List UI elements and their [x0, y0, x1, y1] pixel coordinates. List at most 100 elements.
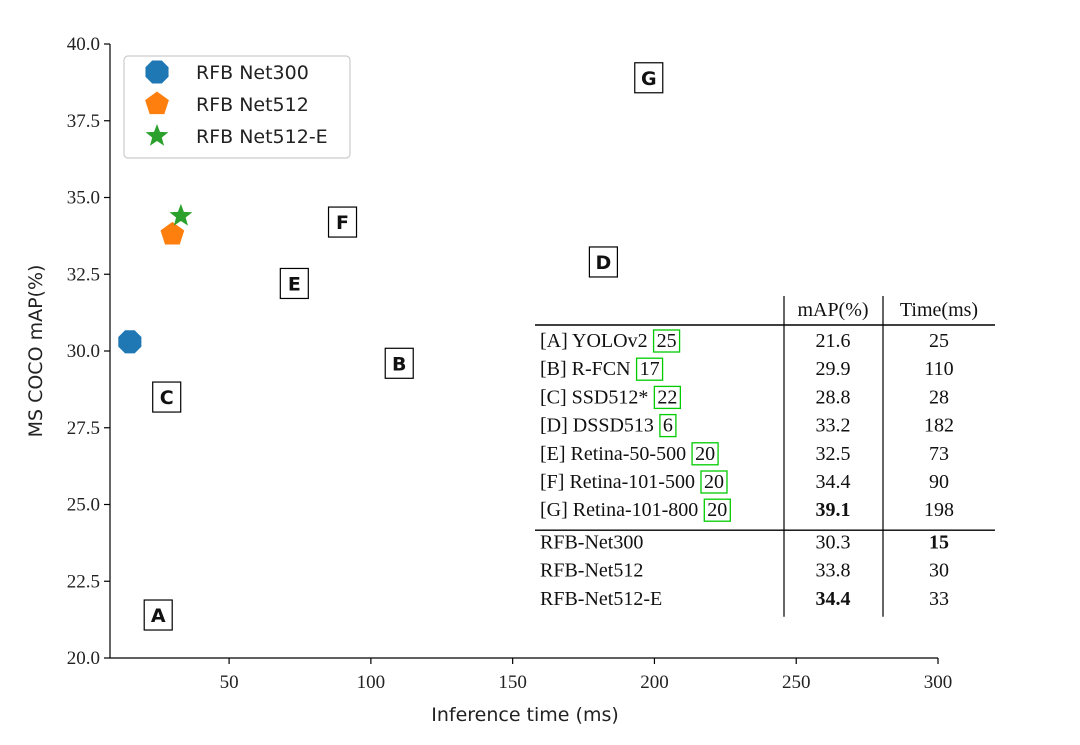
- table-cell-map: 34.4: [816, 588, 851, 610]
- annotation-letter: C: [160, 387, 174, 409]
- y-tick-label: 30.0: [67, 341, 100, 362]
- y-tick-label: 22.5: [67, 571, 100, 592]
- y-tick-label: 35.0: [67, 188, 100, 209]
- x-tick-label: 200: [640, 672, 669, 693]
- table-cell-time: 182: [924, 415, 954, 437]
- table-cell-citation: 22: [657, 386, 677, 408]
- citation-box: [635, 357, 664, 381]
- annotation-f: F: [327, 206, 358, 238]
- table-row: [B] R-FCN 17 29.9 110: [540, 357, 954, 381]
- table-cell-map: 34.4: [816, 471, 851, 493]
- table-cell-time: 33: [929, 588, 949, 610]
- table-row: [G] Retina-101-800 20 39.1 198: [540, 498, 954, 522]
- data-points: [118, 203, 193, 354]
- annotation-a: A: [143, 599, 173, 631]
- y-tick-label: 20.0: [67, 648, 100, 669]
- annotation-b: B: [384, 347, 414, 379]
- annotation-letter: G: [641, 68, 657, 90]
- annotation-c: C: [152, 381, 182, 413]
- y-axis-title: MS COCO mAP(%): [25, 265, 47, 438]
- table-cell-method: RFB-Net512-E: [540, 588, 662, 610]
- table-cell-method: [D] DSSD513: [540, 415, 654, 437]
- table-row: RFB-Net300 30.3 15: [540, 531, 949, 553]
- citation-box: [700, 470, 728, 494]
- table-cell-citation: 25: [657, 330, 677, 352]
- legend-marker-2: [145, 91, 169, 115]
- x-axis-ticks: 50 100 150 200 250 300: [220, 658, 953, 693]
- point-rfb-net512: [160, 221, 185, 245]
- legend: RFB Net300 RFB Net512 RFB Net512-E: [123, 55, 351, 159]
- citation-box: [691, 442, 719, 466]
- x-tick-label: 100: [357, 672, 386, 693]
- citation-box: [703, 498, 731, 522]
- table-cell-method: [B] R-FCN: [540, 358, 631, 380]
- table-row: [E] Retina-50-500 20 32.5 73: [540, 442, 949, 466]
- y-tick-label: 40.0: [67, 34, 100, 55]
- table-cell-map: 30.3: [816, 531, 851, 553]
- point-rfb-net300: [118, 330, 142, 354]
- table-cell-time: 110: [924, 358, 953, 380]
- table-cell-time: 30: [929, 560, 949, 582]
- table-cell-map: 32.5: [816, 443, 851, 465]
- results-table: mAP(%) Time(ms) [A] YOLOv2 25 21.6 25 [B] R-FC…: [535, 296, 995, 617]
- annotation-d: D: [588, 246, 618, 278]
- point-rfb-net512-e: [169, 203, 193, 226]
- y-axis-ticks: 20.0 22.5 25.0 27.5 30.0 32.5 35.0 37.5 40.0: [67, 34, 110, 669]
- annotation-letter: A: [151, 605, 166, 627]
- table-cell-map: 29.9: [816, 358, 851, 380]
- table-row: RFB-Net512-E 34.4 33: [540, 588, 949, 610]
- table-cell-map: 39.1: [816, 499, 851, 521]
- citation-box: [652, 329, 681, 353]
- legend-label: RFB Net512-E: [196, 126, 328, 148]
- table-cell-map: 33.2: [816, 415, 851, 437]
- annotation-letter: E: [288, 273, 301, 295]
- table-cell-time: 28: [929, 386, 949, 408]
- legend-label: RFB Net300: [196, 62, 309, 84]
- table-cell-method: [C] SSD512*: [540, 386, 648, 408]
- table-cell-map: 33.8: [816, 560, 851, 582]
- x-tick-label: 300: [924, 672, 953, 693]
- annotation-letter: B: [392, 353, 406, 375]
- table-cell-time: 15: [929, 531, 949, 553]
- annotation-box: [279, 267, 309, 300]
- table-row: [A] YOLOv2 25 21.6 25: [540, 329, 949, 353]
- table-cell-map: 21.6: [816, 330, 851, 352]
- y-tick-label: 27.5: [67, 418, 100, 439]
- table-cell-method: [A] YOLOv2: [540, 330, 648, 352]
- table-row: [D] DSSD513 6 33.2 182: [540, 413, 954, 438]
- table-cell-time: 73: [929, 443, 949, 465]
- point-annotations: A B C D E F G: [143, 62, 664, 631]
- table-cell-time: 198: [924, 499, 954, 521]
- table-header-time: Time(ms): [900, 299, 978, 321]
- table-cell-citation: 20: [704, 471, 724, 493]
- x-tick-label: 150: [498, 672, 527, 693]
- table-cell-method: [F] Retina-101-500: [540, 471, 695, 493]
- table-row: [F] Retina-101-500 20 34.4 90: [540, 470, 949, 494]
- legend-marker-1: [145, 60, 169, 84]
- annotation-letter: F: [336, 212, 349, 234]
- table-cell-method: RFB-Net512: [540, 560, 643, 582]
- y-tick-label: 37.5: [67, 111, 100, 132]
- table-cell-map: 28.8: [816, 386, 851, 408]
- annotation-box: [634, 62, 664, 94]
- table-row: RFB-Net512 33.8 30: [540, 560, 949, 582]
- annotation-letter: D: [596, 252, 612, 274]
- legend-marker-3: [145, 124, 169, 146]
- annotation-box: [327, 206, 358, 238]
- table-cell-time: 90: [929, 471, 949, 493]
- table-cell-method: [G] Retina-101-800: [540, 499, 698, 521]
- annotation-box: [143, 599, 173, 631]
- table-cell-citation: 6: [663, 415, 673, 437]
- x-axis-title: Inference time (ms): [431, 704, 619, 726]
- table-header-map: mAP(%): [797, 299, 868, 321]
- table-cell-method: [E] Retina-50-500: [540, 443, 686, 465]
- y-tick-label: 32.5: [67, 264, 100, 285]
- annotation-g: G: [634, 62, 664, 94]
- table-cell-citation: 20: [695, 443, 715, 465]
- y-tick-label: 25.0: [67, 495, 100, 516]
- table-cell-method: RFB-Net300: [540, 531, 643, 553]
- annotation-box: [152, 381, 182, 413]
- x-tick-label: 50: [220, 672, 239, 693]
- table-cell-citation: 20: [707, 499, 727, 521]
- table-cell-citation: 17: [640, 358, 660, 380]
